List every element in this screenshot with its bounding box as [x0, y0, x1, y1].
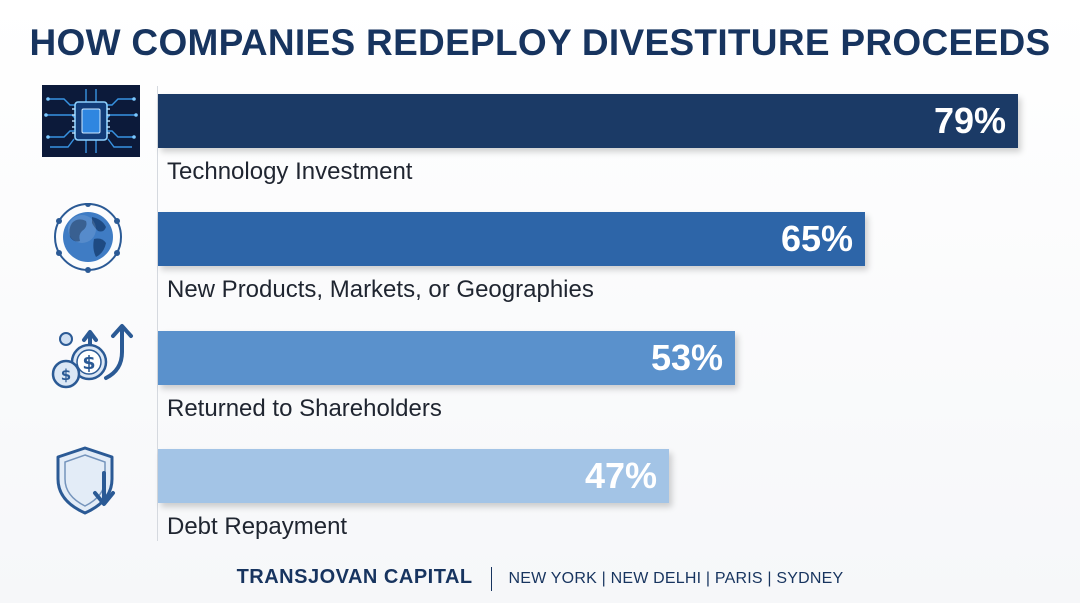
bar-3: 53% — [158, 331, 735, 385]
bar-row-1: 79% Technology Investment — [0, 85, 1080, 204]
bar-row-3: $ $ 53% Returned to Shareholders — [0, 324, 1080, 441]
category-label-2: New Products, Markets, or Geographies — [167, 276, 594, 303]
bar-2: 65% — [158, 212, 865, 266]
chart-title: HOW COMPANIES REDEPLOY DIVESTITURE PROCE… — [29, 22, 1051, 63]
globe-network-icon — [42, 201, 140, 275]
coins-growth-icon: $ $ — [42, 322, 140, 394]
microchip-icon — [42, 85, 140, 157]
shield-down-arrow-icon — [42, 445, 140, 517]
footer-brand: TRANSJOVAN CAPITAL — [236, 566, 473, 588]
footer-cities: NEW YORK | NEW DELHI | PARIS | SYDNEY — [508, 569, 844, 587]
bar-value-label-3: 53% — [650, 337, 723, 378]
category-label-1: Technology Investment — [167, 158, 413, 185]
bar-4: 47% — [158, 449, 669, 503]
category-axis-line — [157, 86, 158, 541]
bar-row-2: 65% New Products, Markets, or Geographie… — [0, 201, 1080, 322]
bar-1: 79% — [158, 94, 1018, 148]
footer-divider — [491, 566, 493, 591]
bar-value-label-2: 65% — [780, 218, 853, 259]
footer: TRANSJOVAN CAPITAL NEW YORK | NEW DELHI … — [0, 566, 1080, 591]
bar-value-label-1: 79% — [933, 100, 1006, 141]
svg-text:$: $ — [82, 352, 95, 374]
svg-text:$: $ — [61, 366, 71, 384]
category-label-4: Debt Repayment — [167, 513, 348, 540]
bar-row-4: 47% Debt Repayment — [0, 446, 1080, 559]
bar-value-label-4: 47% — [584, 455, 657, 496]
category-label-3: Returned to Shareholders — [167, 395, 442, 422]
